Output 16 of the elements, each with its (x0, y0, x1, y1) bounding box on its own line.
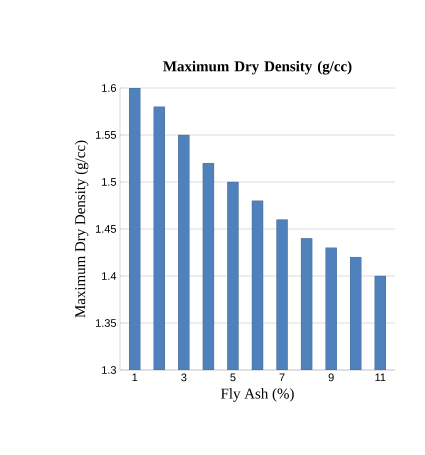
x-tick-label: 9 (328, 374, 334, 382)
x-axis-title: Fly Ash (%) (220, 388, 294, 402)
y-tick-label: 1.6 (102, 84, 116, 92)
y-tick-label: 1.35 (96, 319, 116, 327)
x-tick-label: 1 (132, 374, 138, 382)
y-tick-label: 1.45 (96, 225, 116, 233)
x-tick-label: 11 (375, 374, 386, 382)
x-tick-label: 7 (280, 374, 285, 382)
y-tick-label: 1.3 (102, 366, 116, 374)
x-tick-label: 3 (181, 374, 186, 382)
chart-title: Maximum Dry Density (g/cc) (163, 60, 352, 74)
y-tick-label: 1.55 (96, 131, 116, 139)
y-axis-title: Maximum Dry Density (g/cc) (74, 140, 88, 318)
y-tick-label: 1.5 (102, 178, 116, 186)
x-tick-label: 5 (230, 374, 236, 382)
y-tick-label: 1.4 (102, 272, 116, 280)
